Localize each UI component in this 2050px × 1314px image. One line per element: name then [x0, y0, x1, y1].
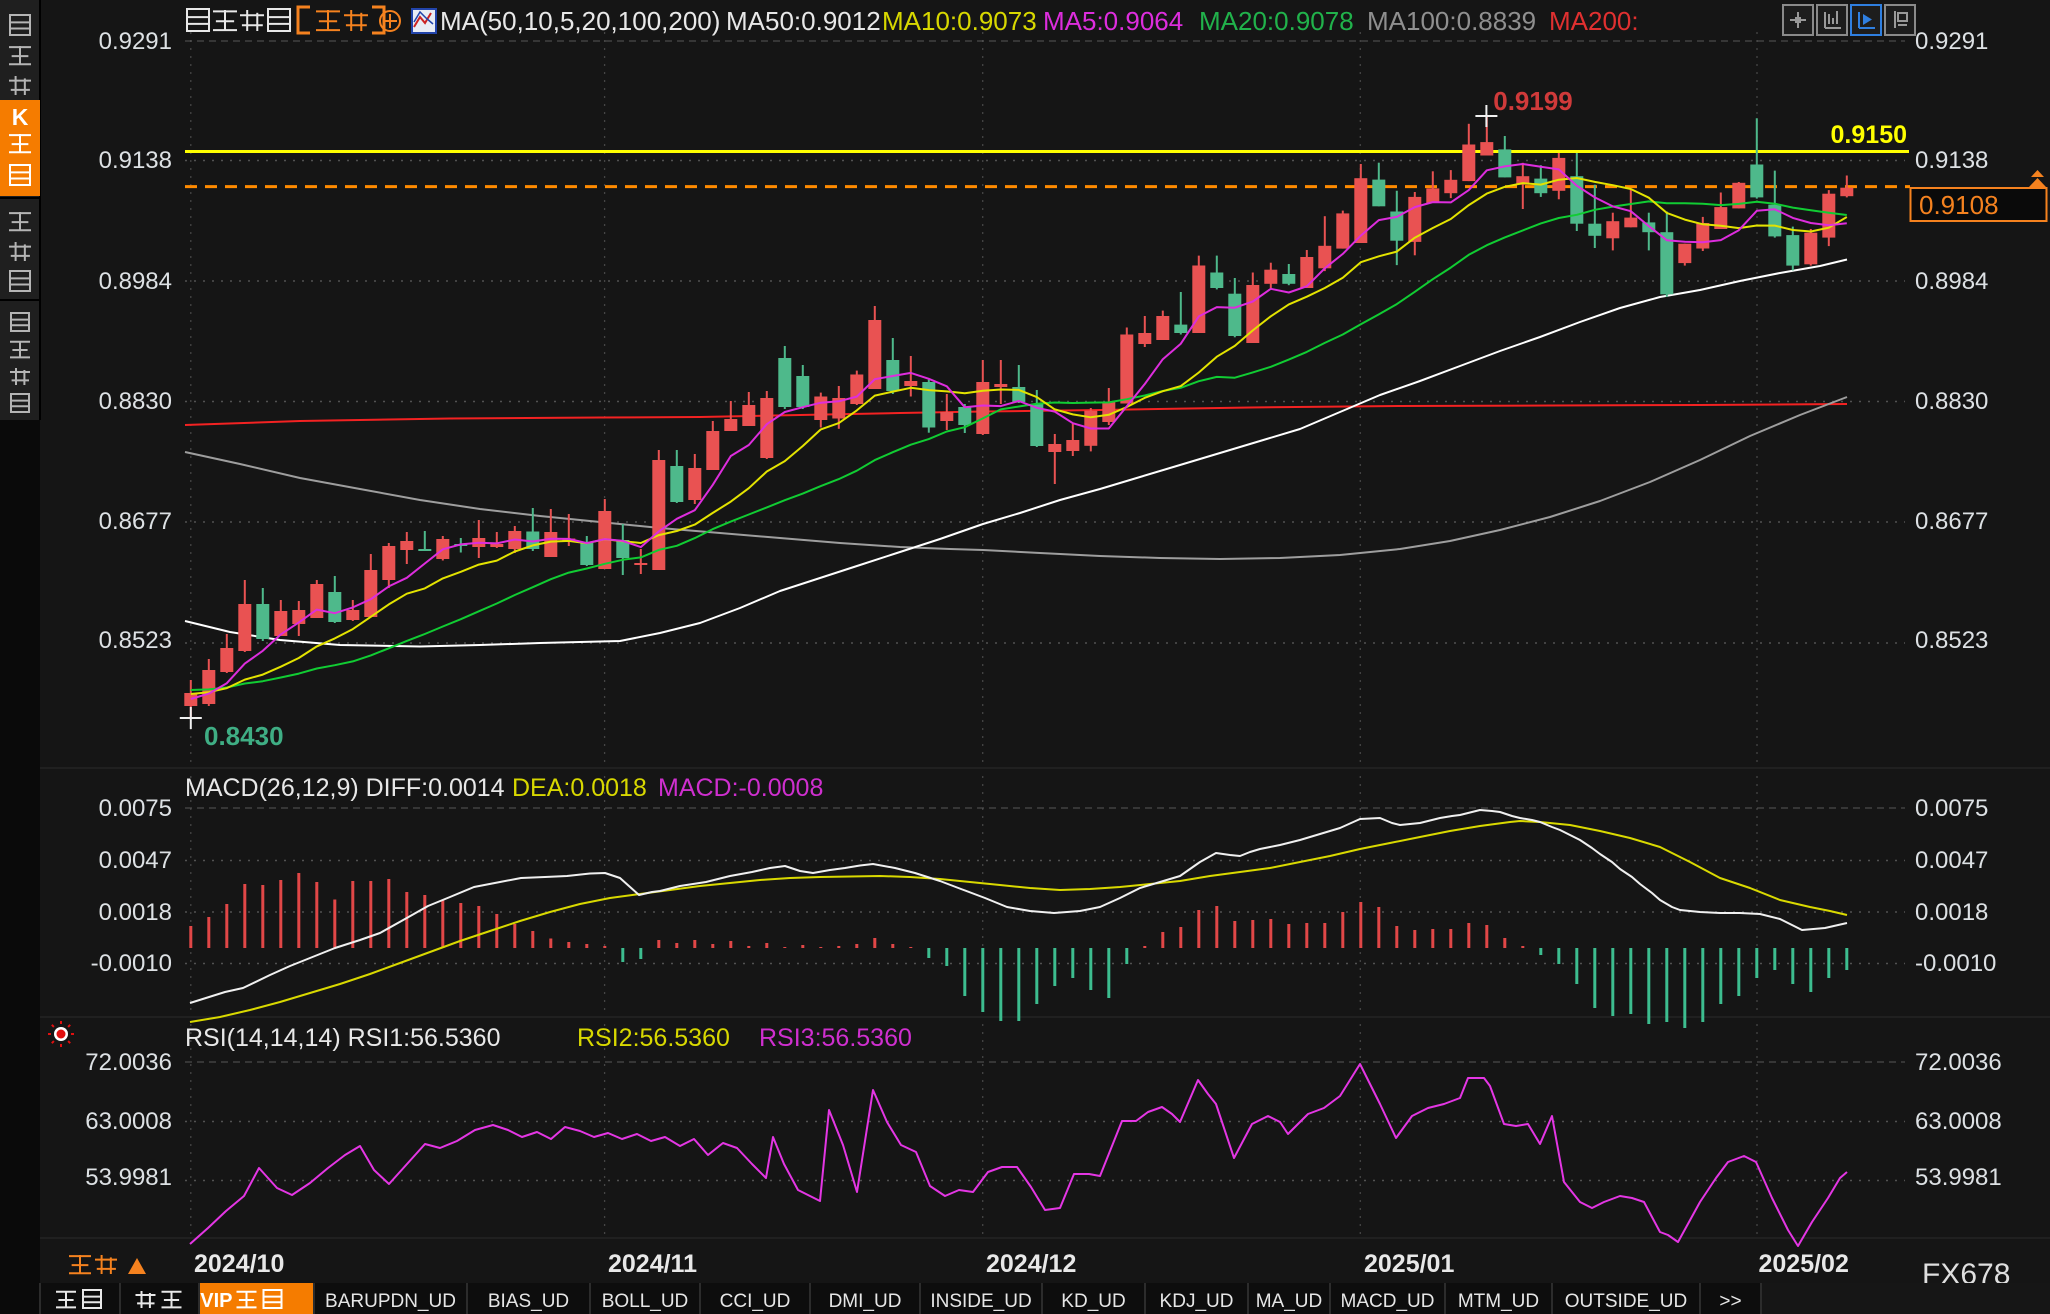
- svg-text:2024/11: 2024/11: [608, 1250, 697, 1278]
- svg-text:0.9199: 0.9199: [1493, 86, 1573, 116]
- svg-text:0.8984: 0.8984: [1915, 268, 1988, 295]
- svg-text:CCI_UD: CCI_UD: [720, 1291, 791, 1312]
- svg-text:0.8677: 0.8677: [1915, 508, 1988, 535]
- svg-text:0.0047: 0.0047: [1915, 847, 1988, 874]
- svg-text:KDJ_UD: KDJ_UD: [1160, 1291, 1234, 1312]
- svg-text:2025/01: 2025/01: [1364, 1250, 1454, 1278]
- svg-text:-0.0010: -0.0010: [91, 950, 172, 977]
- svg-text:63.0008: 63.0008: [85, 1108, 172, 1135]
- svg-text:0.9150: 0.9150: [1831, 121, 1907, 149]
- svg-text:>>: >>: [1719, 1291, 1741, 1312]
- svg-text:K: K: [12, 104, 29, 130]
- svg-text:0.8830: 0.8830: [1915, 388, 1988, 415]
- svg-text:BOLL_UD: BOLL_UD: [602, 1291, 689, 1312]
- svg-text:0.0075: 0.0075: [1915, 795, 1988, 822]
- svg-text:53.9981: 53.9981: [1915, 1164, 2002, 1191]
- svg-text:KD_UD: KD_UD: [1061, 1291, 1125, 1312]
- svg-text:-0.0010: -0.0010: [1915, 950, 1996, 977]
- svg-text:MA_UD: MA_UD: [1256, 1291, 1323, 1312]
- svg-text:BARUPDN_UD: BARUPDN_UD: [325, 1291, 456, 1312]
- svg-text:OUTSIDE_UD: OUTSIDE_UD: [1565, 1291, 1687, 1312]
- svg-text:INSIDE_UD: INSIDE_UD: [930, 1291, 1031, 1312]
- svg-text:RSI3:56.5360: RSI3:56.5360: [759, 1024, 912, 1052]
- svg-text:2025/02: 2025/02: [1759, 1250, 1849, 1278]
- svg-text:VIP: VIP: [200, 1290, 232, 1312]
- svg-text:MA200:: MA200:: [1549, 6, 1639, 36]
- svg-text:DMI_UD: DMI_UD: [829, 1291, 902, 1312]
- svg-text:0.8430: 0.8430: [204, 721, 284, 751]
- svg-text:0.0018: 0.0018: [1915, 899, 1988, 926]
- svg-text:MA5:0.9064: MA5:0.9064: [1043, 6, 1183, 36]
- svg-text:63.0008: 63.0008: [1915, 1108, 2002, 1135]
- svg-text:RSI(14,14,14) RSI1:56.5360: RSI(14,14,14) RSI1:56.5360: [185, 1024, 500, 1052]
- svg-text:0.9291: 0.9291: [99, 28, 172, 55]
- svg-text:0.8830: 0.8830: [99, 388, 172, 415]
- svg-text:0.8523: 0.8523: [1915, 627, 1988, 654]
- svg-text:BIAS_UD: BIAS_UD: [488, 1291, 569, 1312]
- svg-text:0.8523: 0.8523: [99, 627, 172, 654]
- svg-text:0.8984: 0.8984: [99, 268, 172, 295]
- svg-text:0.0075: 0.0075: [99, 795, 172, 822]
- svg-text:MA20:0.9078: MA20:0.9078: [1199, 6, 1354, 36]
- svg-text:MACD:-0.0008: MACD:-0.0008: [658, 774, 823, 802]
- svg-text:72.0036: 72.0036: [1915, 1049, 2002, 1076]
- svg-text:0.9108: 0.9108: [1919, 190, 1999, 220]
- svg-text:MTM_UD: MTM_UD: [1458, 1291, 1539, 1312]
- svg-text:MA50:0.9012: MA50:0.9012: [726, 6, 881, 36]
- svg-text:MACD(26,12,9) DIFF:0.0014: MACD(26,12,9) DIFF:0.0014: [185, 774, 505, 802]
- svg-text:RSI2:56.5360: RSI2:56.5360: [577, 1024, 730, 1052]
- svg-text:MACD_UD: MACD_UD: [1341, 1291, 1435, 1312]
- svg-text:0.0018: 0.0018: [99, 899, 172, 926]
- svg-text:0.0047: 0.0047: [99, 847, 172, 874]
- svg-text:MA10:0.9073: MA10:0.9073: [882, 6, 1037, 36]
- svg-text:0.9138: 0.9138: [99, 147, 172, 174]
- svg-text:MA(50,10,5,20,100,200): MA(50,10,5,20,100,200): [440, 6, 720, 36]
- svg-text:0.9291: 0.9291: [1915, 28, 1988, 55]
- svg-text:2024/12: 2024/12: [986, 1250, 1076, 1278]
- svg-text:MA100:0.8839: MA100:0.8839: [1367, 6, 1536, 36]
- svg-text:0.8677: 0.8677: [99, 508, 172, 535]
- svg-text:DEA:0.0018: DEA:0.0018: [512, 774, 647, 802]
- svg-text:53.9981: 53.9981: [85, 1164, 172, 1191]
- svg-text:2024/10: 2024/10: [194, 1250, 284, 1278]
- svg-text:0.9138: 0.9138: [1915, 147, 1988, 174]
- svg-text:72.0036: 72.0036: [85, 1049, 172, 1076]
